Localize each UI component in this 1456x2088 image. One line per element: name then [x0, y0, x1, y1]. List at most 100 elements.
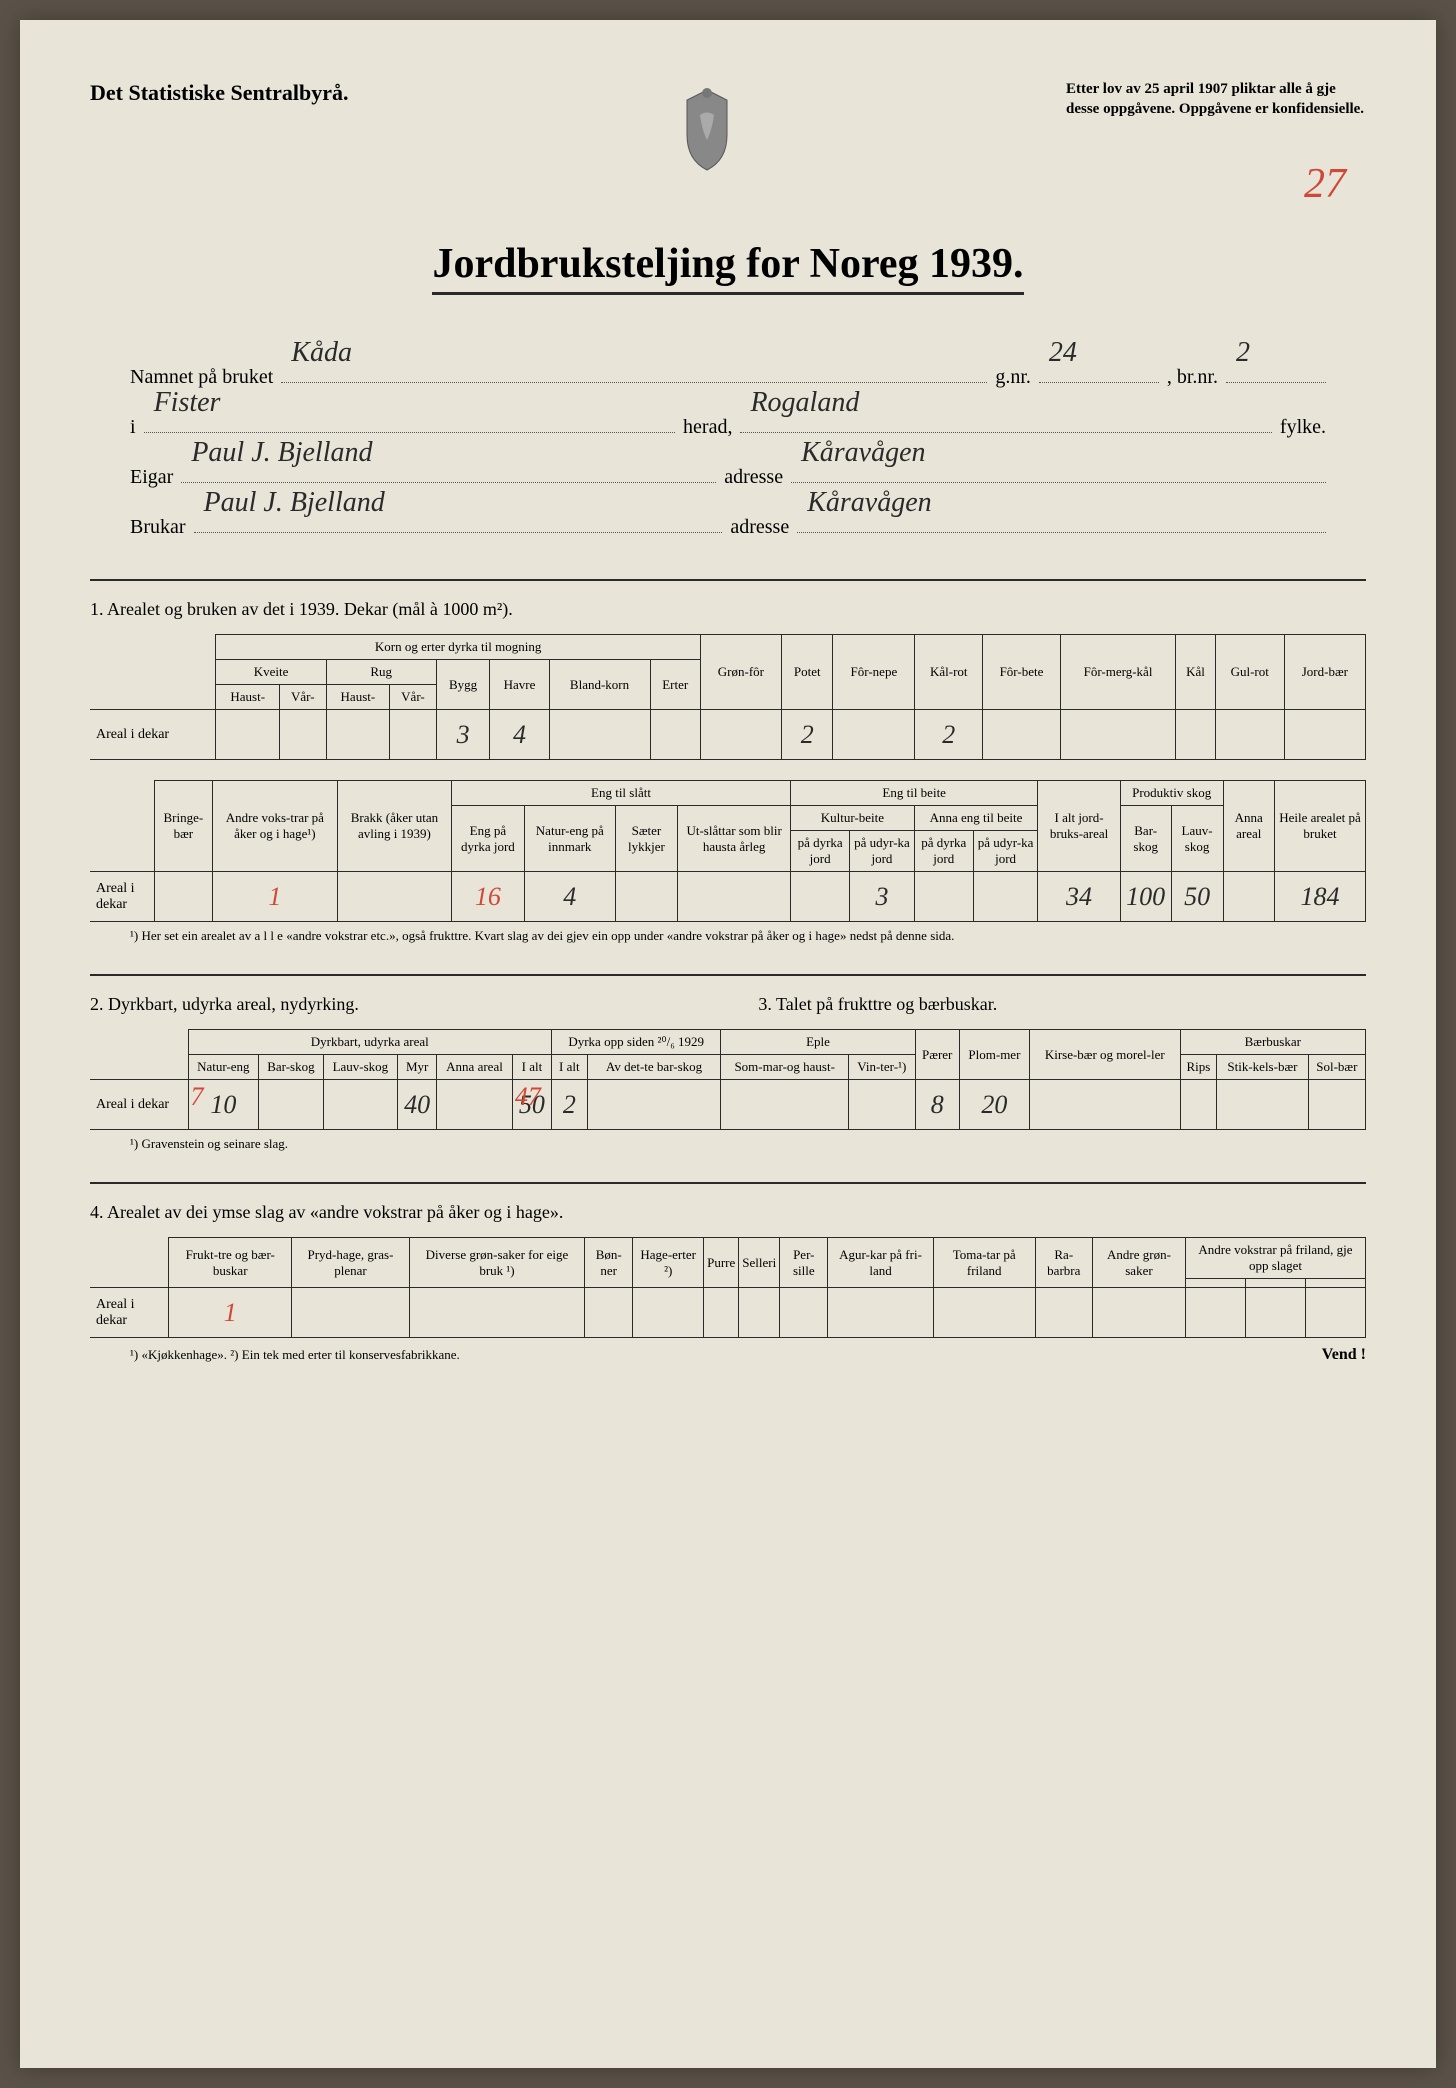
table-2-3: Dyrkbart, udyrka areal Dyrka opp siden ²…	[90, 1029, 1366, 1130]
th-natureng-innmark: Natur-eng på innmark	[524, 806, 615, 872]
gnr-label: g.nr.	[995, 355, 1031, 399]
th-eple: Eple	[721, 1030, 915, 1055]
th-saeter: Sæter lykkjer	[615, 806, 678, 872]
th-pa-udyrka2: på udyr-ka jord	[973, 831, 1037, 872]
val2-natureng: 10	[210, 1090, 236, 1119]
th-anna-areal: Anna areal	[1223, 781, 1274, 872]
th2-ialt: I alt	[512, 1055, 551, 1080]
th-heile: Heile arealet på bruket	[1274, 781, 1365, 872]
th3-rips: Rips	[1180, 1055, 1217, 1080]
val2-ialt-red: 47	[515, 1082, 541, 1112]
th-gulrot: Gul-rot	[1215, 635, 1284, 710]
form-fields-block: Namnet på bruket Kåda g.nr. 24 , br.nr. …	[130, 355, 1326, 549]
val-kalrot: 2	[915, 710, 983, 760]
th4-diverse: Diverse grøn-saker for eige bruk ¹)	[409, 1238, 584, 1288]
th-rug: Rug	[326, 660, 436, 685]
th-plommer: Plom-mer	[959, 1030, 1029, 1080]
vend-text: Vend !	[1322, 1346, 1366, 1364]
th-baerbuskar: Bærbuskar	[1180, 1030, 1365, 1055]
brukar-label: Brukar	[130, 505, 186, 549]
th-potet: Potet	[782, 635, 833, 710]
val-havre: 4	[490, 710, 549, 760]
th-barskog: Bar-skog	[1120, 806, 1171, 872]
footnote-4: ¹) «Kjøkkenhage». ²) Ein tek med erter t…	[130, 1347, 460, 1363]
val2-ialt2: 2	[551, 1080, 587, 1130]
th-pa-dyrka1: på dyrka jord	[791, 831, 850, 872]
th2-ialt2: I alt	[551, 1055, 587, 1080]
th-var1: Vår-	[280, 685, 327, 710]
val-eng-dyrka: 16	[451, 872, 524, 922]
th-kulturbeite: Kultur-beite	[791, 806, 915, 831]
main-title: Jordbruksteljing for Noreg 1939.	[432, 240, 1023, 295]
herad-label: herad,	[683, 405, 732, 449]
val-bygg: 3	[436, 710, 490, 760]
th-eng-slaatt: Eng til slått	[451, 781, 790, 806]
th-bringebaer: Bringe-bær	[154, 781, 212, 872]
th3-vinter: Vin-ter-¹)	[849, 1055, 916, 1080]
th-kveite: Kveite	[216, 660, 326, 685]
val-natureng: 4	[524, 872, 615, 922]
th4-tomatar: Toma-tar på friland	[933, 1238, 1035, 1288]
th-korn-group: Korn og erter dyrka til mogning	[216, 635, 700, 660]
row-label-1b: Areal i dekar	[90, 872, 154, 922]
footnote-2: ¹) Gravenstein og seinare slag.	[130, 1136, 1366, 1152]
th-formergkal: Fôr-merg-kål	[1060, 635, 1176, 710]
th-utslattar: Ut-slåttar som blir hausta årleg	[678, 806, 791, 872]
eigar-adresse-label: adresse	[724, 455, 783, 499]
th-erter: Erter	[650, 660, 700, 710]
val-lauvskog: 50	[1171, 872, 1223, 922]
th2-barskog: Bar-skog	[259, 1055, 324, 1080]
val2-myr: 40	[398, 1080, 437, 1130]
th4-agurkar: Agur-kar på fri-land	[828, 1238, 933, 1288]
val-ialt: 34	[1038, 872, 1120, 922]
th-haust2: Haust-	[326, 685, 390, 710]
brnr-label: , br.nr.	[1167, 355, 1218, 399]
th4-frukttre: Frukt-tre og bær-buskar	[169, 1238, 292, 1288]
th4-persille: Per-sille	[780, 1238, 828, 1288]
th2-myr: Myr	[398, 1055, 437, 1080]
th-dyrkbart-group: Dyrkbart, udyrka areal	[188, 1030, 551, 1055]
val-barskog: 100	[1120, 872, 1171, 922]
val-heile: 184	[1274, 872, 1365, 922]
section-1-title: 1. Arealet og bruken av det i 1939. Deka…	[90, 599, 1366, 620]
row-label-4: Areal i dekar	[90, 1288, 169, 1338]
table-4: Frukt-tre og bær-buskar Pryd-hage, gras-…	[90, 1237, 1366, 1338]
footnote-1b: ¹) Her set ein arealet av a l l e «andre…	[130, 928, 1366, 944]
eigar-label: Eigar	[130, 455, 173, 499]
val2-natureng-red: 7	[191, 1082, 204, 1112]
th2-natureng: Natur-eng	[188, 1055, 259, 1080]
val-kulturbeite-udyrka: 3	[850, 872, 914, 922]
th-kal: Kål	[1176, 635, 1215, 710]
brukar-adresse-value: Kåravågen	[807, 472, 931, 534]
header-row: Det Statistiske Sentralbyrå. Etter lov a…	[90, 80, 1366, 180]
th-bygg: Bygg	[436, 660, 490, 710]
section-3-title: 3. Talet på frukttre og bærbuskar.	[758, 994, 1366, 1015]
th-jordbaer: Jord-bær	[1284, 635, 1365, 710]
th-gronfor: Grøn-fôr	[700, 635, 781, 710]
th-ialt-jordbruk: I alt jord-bruks-areal	[1038, 781, 1120, 872]
th4-hageerter: Hage-erter ²)	[633, 1238, 704, 1288]
th-blandkorn: Bland-korn	[549, 660, 650, 710]
th-brakk: Brakk (åker utan avling i 1939)	[337, 781, 451, 872]
brukar-adresse-label: adresse	[730, 505, 789, 549]
th4-selleri: Selleri	[739, 1238, 780, 1288]
section-4-title: 4. Arealet av dei ymse slag av «andre vo…	[90, 1202, 1366, 1223]
th4-rabarbra: Ra-barbra	[1035, 1238, 1092, 1288]
th-eng-dyrka: Eng på dyrka jord	[451, 806, 524, 872]
th-dyrka-opp: Dyrka opp siden ²⁰/₆ 1929	[551, 1030, 720, 1055]
document-page: Det Statistiske Sentralbyrå. Etter lov a…	[20, 20, 1436, 2068]
sections-2-3-row: 2. Dyrkbart, udyrka areal, nydyrking. 3.…	[90, 974, 1366, 1029]
th2-avbarskog: Av det-te bar-skog	[587, 1055, 721, 1080]
row-label-1a: Areal i dekar	[90, 710, 216, 760]
val3-paerer: 8	[915, 1080, 959, 1130]
th-haust1: Haust-	[216, 685, 280, 710]
th4-andre-friland: Andre vokstrar på friland, gje opp slage…	[1186, 1238, 1366, 1279]
th-prod-skog: Produktiv skog	[1120, 781, 1223, 806]
section-2-title: 2. Dyrkbart, udyrka areal, nydyrking.	[90, 994, 758, 1015]
th-pa-udyrka1: på udyr-ka jord	[850, 831, 914, 872]
th-pa-dyrka2: på dyrka jord	[914, 831, 973, 872]
section-4: 4. Arealet av dei ymse slag av «andre vo…	[90, 1182, 1366, 1364]
th4-andre-gron: Andre grøn-saker	[1092, 1238, 1185, 1288]
val3-plommer: 20	[959, 1080, 1029, 1130]
th-kalrot: Kål-rot	[915, 635, 983, 710]
